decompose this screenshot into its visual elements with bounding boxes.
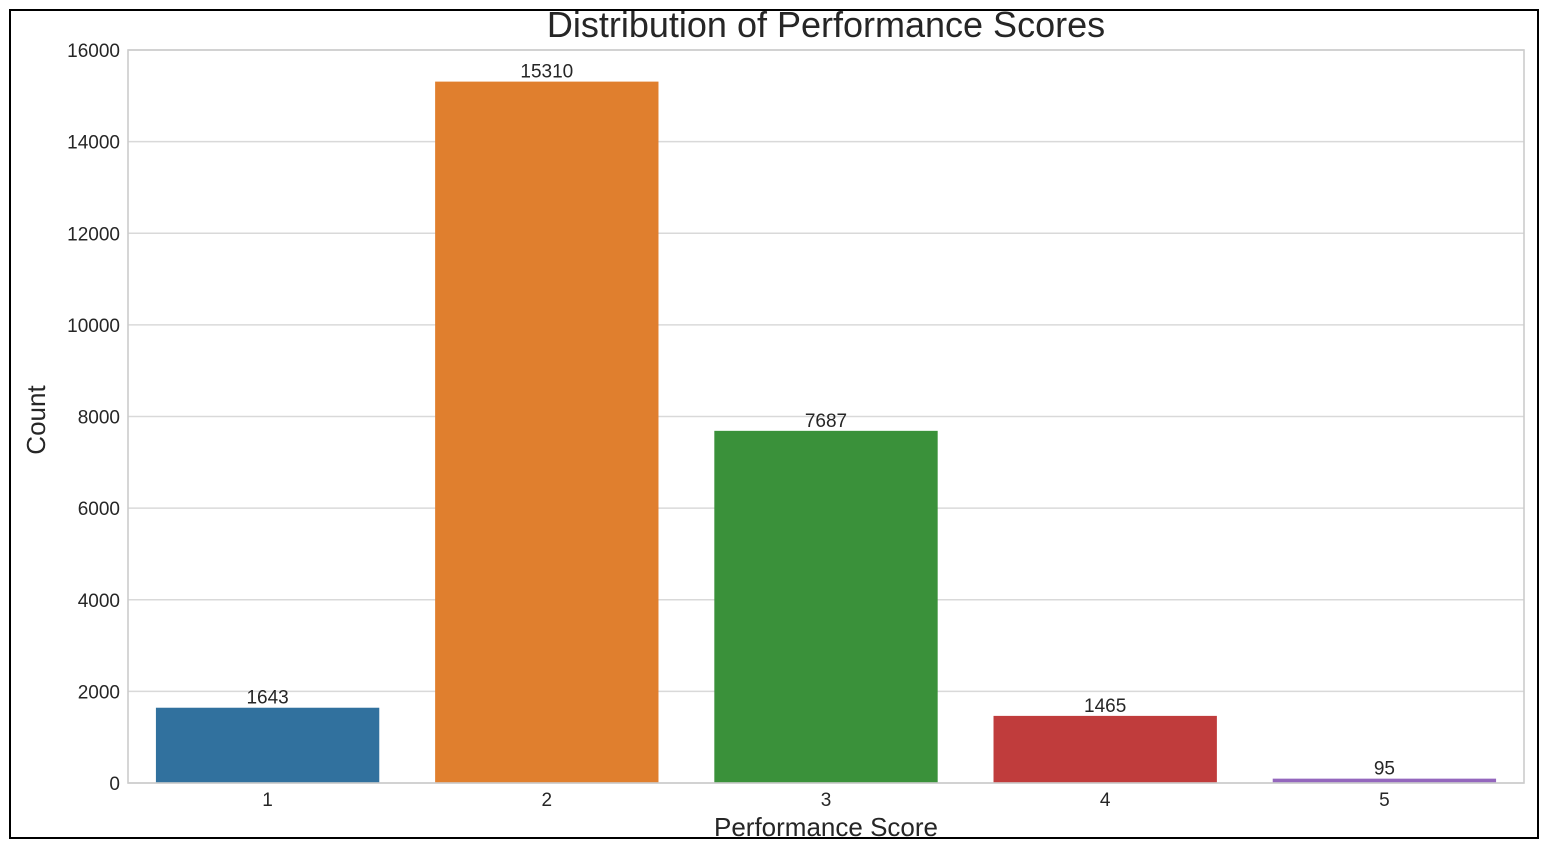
bar-score-3 xyxy=(714,430,938,783)
x-tick-label: 5 xyxy=(1379,790,1390,811)
x-tick-label: 3 xyxy=(821,790,832,811)
bar-value-label: 1643 xyxy=(246,688,288,709)
bars xyxy=(155,81,1497,784)
bar-value-label: 7687 xyxy=(805,411,847,432)
y-tick-label: 0 xyxy=(109,774,120,795)
bar-value-labels: 1643 15310 7687 1465 95 xyxy=(246,62,1395,780)
bar-score-4 xyxy=(993,715,1217,783)
plot-area-border xyxy=(127,49,1525,784)
x-tick-label: 1 xyxy=(262,790,273,811)
y-axis-ticks: 0 2000 4000 6000 8000 10000 12000 14000 16000 xyxy=(67,41,120,795)
y-tick-label: 16000 xyxy=(67,41,120,62)
y-tick-label: 4000 xyxy=(78,591,120,612)
y-axis-title: Count xyxy=(21,385,51,455)
x-tick-label: 4 xyxy=(1100,790,1111,811)
x-tick-label: 2 xyxy=(542,790,553,811)
y-tick-label: 8000 xyxy=(78,408,120,429)
y-tick-label: 2000 xyxy=(78,682,120,703)
bar-value-label: 15310 xyxy=(520,62,573,83)
x-axis-ticks: 1 2 3 4 5 xyxy=(262,790,1389,811)
bar-value-label: 1465 xyxy=(1084,696,1126,717)
bar-score-5 xyxy=(1272,778,1497,783)
y-tick-label: 14000 xyxy=(67,133,120,154)
x-axis-title: Performance Score xyxy=(714,812,938,842)
bar-value-label: 95 xyxy=(1374,759,1395,780)
bar-score-2 xyxy=(435,81,659,784)
y-tick-label: 6000 xyxy=(78,499,120,520)
y-tick-label: 12000 xyxy=(67,224,120,245)
chart-title: Distribution of Performance Scores xyxy=(547,4,1105,45)
y-tick-label: 10000 xyxy=(67,316,120,337)
bar-score-1 xyxy=(155,707,380,783)
